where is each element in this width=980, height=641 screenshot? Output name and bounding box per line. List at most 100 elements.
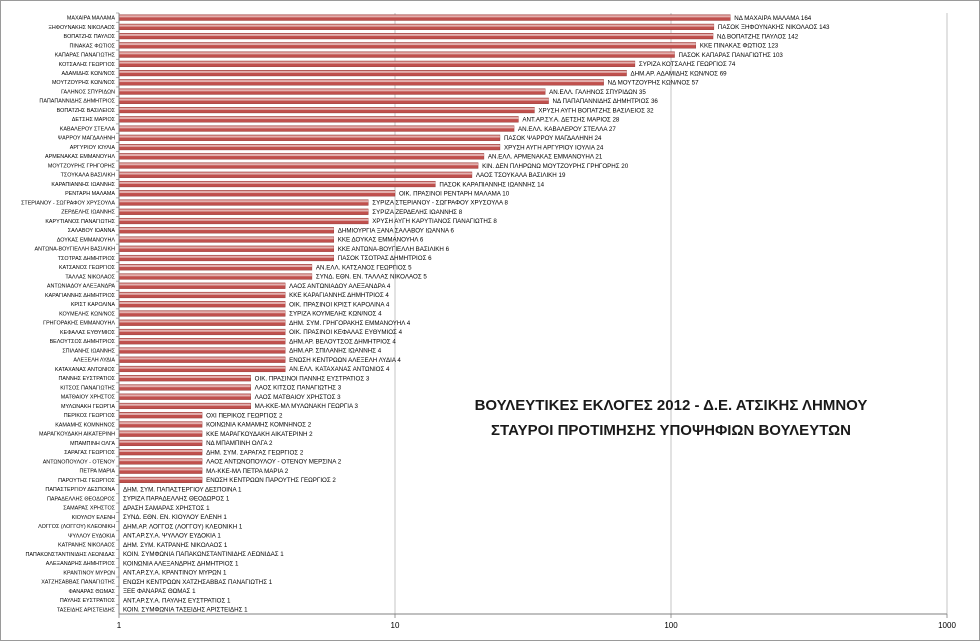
data-label-41: ΛΑΟΣ ΜΑΤΘΑΙΟΥ ΧΡΗΣΤΟΣ 3 xyxy=(255,394,341,401)
data-label-27: ΑΝ.ΕΛΛ. ΚΑΤΣΑΝΟΣ ΓΕΩΡΓΙΟΣ 5 xyxy=(316,264,412,271)
data-label-19: ΟΙΚ. ΠΡΑΣΙΝΟΙ ΡΕΝΤΑΡΗ ΜΑΛΑΜΑ 10 xyxy=(399,191,510,198)
category-label-27: ΚΑΤΣΑΝΟΣ ΓΕΩΡΓΙΟΣ xyxy=(59,265,116,271)
category-label-56: ΨΥΛΛΟΥ ΕΥΔΟΚΙΑ xyxy=(68,533,115,539)
data-label-10: ΧΡΥΣΗ ΑΥΓΗ ΒΟΠΑΤΖΗΣ ΒΑΣΙΛΕΙΟΣ 32 xyxy=(538,107,654,114)
bar-highlight-9 xyxy=(119,98,549,101)
category-label-0: ΜΑΧΑΙΡΑ ΜΑΛΑΜΑ xyxy=(67,16,116,22)
bar-highlight-13 xyxy=(119,135,500,138)
category-label-60: ΚΡΑΝΤΙΝΟΥ ΜΥΡΩΝ xyxy=(63,570,115,576)
category-label-21: ΖΕΡΔΕΛΗΣ ΙΩΑΝΝΗΣ xyxy=(61,210,115,216)
data-label-7: ΝΔ ΜΟΥΤΖΟΥΡΗΣ ΚΩΝ/ΝΟΣ 57 xyxy=(608,80,700,87)
data-label-12: ΑΝ.ΕΛΛ. ΚΑΒΑΛΕΡΟΥ ΣΤΕΛΛΑ 27 xyxy=(518,126,616,133)
category-label-62: ΦΑΝΑΡΑΣ ΘΩΜΑΣ xyxy=(69,589,116,595)
category-label-52: ΠΑΡΑΔΕΛΛΗΣ ΘΕΟΔΩΡΟΣ xyxy=(47,496,116,502)
bar-highlight-7 xyxy=(119,80,604,83)
bar-highlight-24 xyxy=(119,237,334,240)
bar-highlight-34 xyxy=(119,329,286,332)
bar-highlight-29 xyxy=(119,283,286,286)
data-label-52: ΣΥΡΙΖΑ ΠΑΡΑΔΕΛΛΗΣ ΘΕΟΔΩΡΟΣ 1 xyxy=(123,496,230,503)
category-label-2: ΒΟΠΑΤΖΗΣ ΠΑΥΛΟΣ xyxy=(64,34,116,40)
x-tick-label-3: 1000 xyxy=(938,621,956,630)
category-label-31: ΚΡΙΣΤ ΚΑΡΟΛΙΝΑ xyxy=(71,302,116,308)
data-label-14: ΧΡΥΣΗ ΑΥΓΗ ΑΡΓΥΡΙΟΥ ΙΟΥΛΙΑ 24 xyxy=(504,144,604,151)
bar-highlight-42 xyxy=(119,403,251,406)
bar-highlight-10 xyxy=(119,107,535,110)
category-label-20: ΣΤΕΡΙΑΝΟΥ - ΣΩΓΡΑΦΟΥ ΧΡΥΣΟΥΛΑ xyxy=(21,200,115,206)
category-label-23: ΣΑΛΑΒΟΥ ΙΩΑΝΝΑ xyxy=(68,228,116,234)
data-label-64: ΚΟΙΝ. ΣΥΜΦΩΝΙΑ ΤΑΣΕΙΔΗΣ ΑΡΙΣΤΕΙΔΗΣ 1 xyxy=(123,607,248,614)
data-label-4: ΠΑΣΟΚ ΚΑΠΑΡΑΣ ΠΑΝΑΓΙΩΤΗΣ 103 xyxy=(679,52,784,59)
bar-highlight-43 xyxy=(119,412,203,415)
category-label-8: ΓΑΛΗΝΟΣ ΣΠΥΡΙΔΩΝ xyxy=(61,89,115,95)
data-label-26: ΠΑΣΟΚ ΤΣΟΤΡΑΣ ΔΗΜΗΤΡΙΟΣ 6 xyxy=(338,255,432,262)
data-label-20: ΣΥΡΙΖΑ ΣΤΕΡΙΑΝΟΥ - ΣΩΓΡΑΦΟΥ ΧΡΥΣΟΥΛΑ 8 xyxy=(372,200,508,207)
category-label-41: ΜΑΤΘΑΙΟΥ ΧΡΗΣΤΟΣ xyxy=(61,395,116,401)
data-label-29: ΛΑΟΣ ΑΝΤΩΝΙΑΔΟΥ ΑΛΕΞΑΝΔΡΑ 4 xyxy=(289,283,391,290)
category-label-10: ΒΟΠΑΤΖΗΣ ΒΑΣΙΛΕΙΟΣ xyxy=(57,108,116,114)
data-label-22: ΧΡΥΣΗ ΑΥΓΗ ΚΑΡΥΤΙΑΝΟΣ ΠΑΝΑΓΙΩΤΗΣ 8 xyxy=(372,218,497,225)
category-label-50: ΠΑΡΟΥΤΗΣ ΓΕΩΡΓΙΟΣ xyxy=(58,478,116,484)
data-label-55: ΔΗΜ.ΑΡ. ΛΟΓΓΟΣ (ΛΟΓΓΟΥ) ΚΛΕΟΝΙΚΗ 1 xyxy=(123,523,243,530)
category-label-53: ΣΑΜΑΡΑΣ ΧΡΗΣΤΟΣ xyxy=(63,506,115,512)
bars xyxy=(118,14,731,483)
data-label-42: ΜΛ-ΚΚΕ-ΜΛ ΜΥΛΩΝΑΚΗ ΓΕΩΡΓΙΑ 3 xyxy=(255,403,359,410)
category-label-32: ΚΟΥΜΕΛΗΣ ΚΩΝ/ΝΟΣ xyxy=(59,311,116,317)
data-label-17: ΛΑΟΣ ΤΣΟΥΚΑΛΑ ΒΑΣΙΛΙΚΗ 19 xyxy=(476,172,566,179)
data-label-48: ΛΑΟΣ ΑΝΤΩΝΟΠΟΥΛΟΥ - ΟΤΕΝΟΥ ΜΕΡΣΙΝΑ 2 xyxy=(206,459,342,466)
data-label-53: ΔΡΑΣΗ ΣΑΜΑΡΑΣ ΧΡΗΣΤΟΣ 1 xyxy=(123,505,210,512)
category-label-47: ΣΑΡΑΓΑΣ ΓΕΩΡΓΙΟΣ xyxy=(64,450,115,456)
category-label-58: ΠΑΠΑΚΩΝΣΤΑΝΤΙΝΙΔΗΣ ΛΕΩΝΙΔΑΣ xyxy=(25,552,115,558)
category-label-25: ΑΝΤΩΝΑ-ΒΟΥΓΙΕΛΛΗ ΒΑΣΙΛΙΚΗ xyxy=(35,247,116,253)
data-label-35: ΔΗΜ.ΑΡ. ΒΕΛΟΥΤΣΟΣ ΔΗΜΗΤΡΙΟΣ 4 xyxy=(289,338,396,345)
bar-highlight-22 xyxy=(119,218,369,221)
bar-highlight-45 xyxy=(119,431,203,434)
data-label-0: ΝΔ ΜΑΧΑΙΡΑ ΜΑΛΑΜΑ 164 xyxy=(734,15,811,22)
data-label-43: ΟΧΙ ΠΕΡΙΚΟΣ ΓΕΩΡΓΙΟΣ 2 xyxy=(206,412,283,419)
data-label-36: ΔΗΜ.ΑΡ. ΣΠΙΛΑΝΗΣ ΙΩΑΝΝΗΣ 4 xyxy=(289,348,382,355)
bar-highlight-11 xyxy=(119,117,519,120)
data-label-39: ΟΙΚ. ΠΡΑΣΙΝΟΙ ΠΑΝΝΗΣ ΕΥΣΤΡΑΤΙΟΣ 3 xyxy=(255,375,370,382)
bar-highlight-30 xyxy=(119,292,286,295)
category-label-9: ΠΑΠΑΠΑΝΝΙΔΗΣ ΔΗΜΗΤΡΙΟΣ xyxy=(39,99,115,105)
category-label-14: ΑΡΓΥΡΙΟΥ ΙΟΥΛΙΑ xyxy=(70,145,116,151)
category-label-43: ΠΕΡΙΚΟΣ ΓΕΩΡΓΙΟΣ xyxy=(64,413,116,419)
category-label-4: ΚΑΠΑΡΑΣ ΠΑΝΑΓΙΩΤΗΣ xyxy=(55,53,116,59)
category-label-54: ΚΙΟΥΛΟΥ ΕΛΕΝΗ xyxy=(72,515,115,521)
bar-highlight-6 xyxy=(119,70,627,73)
x-tick-labels: 1 10 100 1000 xyxy=(117,621,957,630)
data-label-5: ΣΥΡΙΖΑ ΚΟΤΣΑΛΗΣ ΓΕΩΡΓΙΟΣ 74 xyxy=(639,61,736,68)
data-label-25: ΚΚΕ ΑΝΤΩΝΑ-ΒΟΥΓΙΕΛΛΗ ΒΑΣΙΛΙΚΗ 6 xyxy=(338,246,450,253)
x-tick-label-2: 100 xyxy=(664,621,678,630)
data-label-23: ΔΗΜΙΟΥΡΓΙΑ ΞΑΝΑ ΣΑΛΑΒΟΥ ΙΩΑΝΝΑ 6 xyxy=(338,227,455,234)
data-label-8: ΑΝ.ΕΛΛ. ΓΑΛΗΝΟΣ ΣΠΥΡΙΔΩΝ 35 xyxy=(549,89,646,96)
category-label-40: ΚΙΤΣΟΣ ΠΑΝΑΓΙΩΤΗΣ xyxy=(60,385,115,391)
bar-highlight-35 xyxy=(119,338,286,341)
category-label-7: ΜΟΥΤΖΟΥΡΗΣ ΚΩΝ/ΝΟΣ xyxy=(52,80,116,86)
bar-highlight-48 xyxy=(119,459,203,462)
category-labels: ΜΑΧΑΙΡΑ ΜΑΛΑΜΑ ΞΗΦΟΥΝΑΚΗΣ ΝΙΚΟΛΑΟΣ ΒΟΠΑΤΖΗ… xyxy=(21,16,116,614)
bar-highlight-47 xyxy=(119,449,203,452)
data-label-45: ΚΚΕ ΜΑΡΑΓΚΟΥΔΑΚΗ ΑΙΚΑΤΕΡΙΝΗ 2 xyxy=(206,431,313,438)
category-label-6: ΑΔΑΜΙΔΗΣ ΚΩΝ/ΝΟΣ xyxy=(61,71,115,77)
data-label-3: ΚΚΕ ΠΙΝΑΚΑΣ ΦΩΤΙΟΣ 123 xyxy=(700,43,779,50)
bar-highlight-15 xyxy=(119,154,484,157)
data-label-54: ΣΥΝΔ. ΕΘΝ. ΕΝ. ΚΙΟΥΛΟΥ ΕΛΕΝΗ 1 xyxy=(123,514,227,521)
bar-highlight-49 xyxy=(119,468,203,471)
data-label-46: ΝΔ ΜΠΑΜΠΙΝΗ ΟΛΓΑ 2 xyxy=(206,440,273,447)
bar-highlight-33 xyxy=(119,320,286,323)
bar-highlight-21 xyxy=(119,209,369,212)
category-label-18: ΚΑΡΑΠΙΑΝΝΗΣ ΙΩΑΝΝΗΣ xyxy=(51,182,115,188)
category-label-55: ΛΟΓΓΟΣ (ΛΟΓΓΟΥ) ΚΛΕΟΝΙΚΗ xyxy=(38,524,115,530)
data-label-33: ΔΗΜ. ΣΥΜ. ΓΡΗΓΟΡΑΚΗΣ ΕΜΜΑΝΟΥΗΛ 4 xyxy=(289,320,411,327)
data-label-47: ΔΗΜ. ΣΥΜ. ΣΑΡΑΓΑΣ ΓΕΩΡΓΙΟΣ 2 xyxy=(206,449,304,456)
category-label-59: ΑΛΕΞΑΝΔΡΗΣ ΔΗΜΗΤΡΙΟΣ xyxy=(46,561,116,567)
bar-highlight-3 xyxy=(119,43,696,46)
category-label-28: ΤΑΛΛΑΣ ΝΙΚΟΛΑΟΣ xyxy=(65,274,115,280)
data-label-28: ΣΥΝΔ. ΕΘΝ. ΕΝ. ΤΑΛΛΑΣ ΝΙΚΟΛΑΟΣ 5 xyxy=(316,274,427,281)
category-label-5: ΚΟΤΣΑΛΗΣ ΓΕΩΡΓΙΟΣ xyxy=(59,62,116,68)
data-label-30: ΚΚΕ ΚΑΡΑΓΙΑΝΝΗΣ ΔΗΜΗΤΡΙΟΣ 4 xyxy=(289,292,389,299)
category-label-30: ΚΑΡΑΓΙΑΝΝΗΣ ΔΗΜΗΤΡΙΟΣ xyxy=(45,293,116,299)
bar-highlight-28 xyxy=(119,274,312,277)
bar-highlight-37 xyxy=(119,357,286,360)
